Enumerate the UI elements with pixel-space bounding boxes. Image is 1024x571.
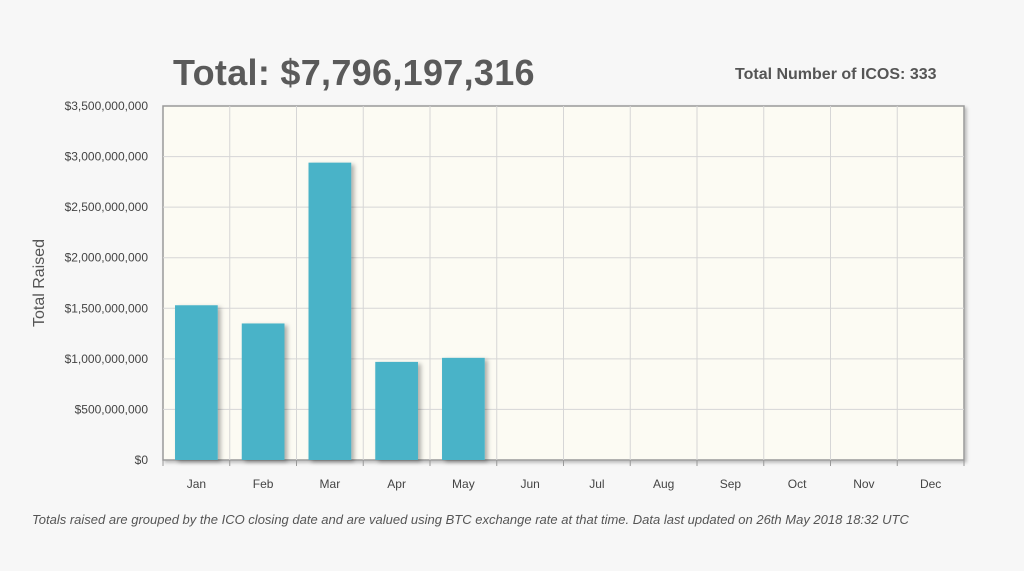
x-tick-label: Jan	[187, 477, 206, 491]
ico-count-label: Total Number of ICOS: 333	[735, 66, 937, 83]
y-tick-label: $3,500,000,000	[65, 99, 149, 113]
y-tick-label: $500,000,000	[75, 402, 149, 416]
total-raised-title: Total: $7,796,197,316	[173, 52, 535, 93]
y-tick-label: $3,000,000,000	[65, 150, 149, 164]
x-tick-label: Apr	[387, 477, 406, 491]
y-axis-ticks: $0 $500,000,000 $1,000,000,000 $1,500,000,0…	[65, 99, 149, 467]
y-tick-label: $1,000,000,000	[65, 352, 149, 366]
ico-bar-chart: $0 $500,000,000 $1,000,000,000 $1,500,000,0…	[31, 99, 965, 491]
footnote: Totals raised are grouped by the ICO clo…	[32, 512, 909, 527]
x-tick-label: Mar	[320, 477, 341, 491]
y-tick-label: $0	[135, 453, 149, 467]
y-tick-label: $2,500,000,000	[65, 200, 149, 214]
x-axis-ticks: Jan Feb Mar Apr May Jun Jul Aug Sep Oct Nov Dec	[162, 460, 965, 491]
bar-apr	[375, 361, 418, 460]
x-tick-label: May	[452, 477, 475, 491]
x-tick-label: Nov	[853, 477, 874, 491]
x-tick-label: Dec	[920, 477, 941, 491]
x-tick-label: Jun	[520, 477, 539, 491]
x-tick-label: Jul	[589, 477, 604, 491]
x-tick-label: Feb	[253, 477, 274, 491]
bar-may	[442, 357, 485, 460]
y-tick-label: $2,000,000,000	[65, 251, 149, 265]
grid-lines	[163, 106, 964, 460]
x-tick-label: Oct	[788, 477, 807, 491]
x-tick-label: Sep	[720, 477, 742, 491]
bar-mar	[308, 162, 352, 460]
y-tick-label: $1,500,000,000	[65, 301, 149, 315]
bar-feb	[241, 323, 285, 460]
bar-jan	[175, 305, 218, 460]
bars	[175, 162, 485, 460]
x-tick-label: Aug	[653, 477, 674, 491]
y-axis-title: Total Raised	[31, 239, 48, 327]
